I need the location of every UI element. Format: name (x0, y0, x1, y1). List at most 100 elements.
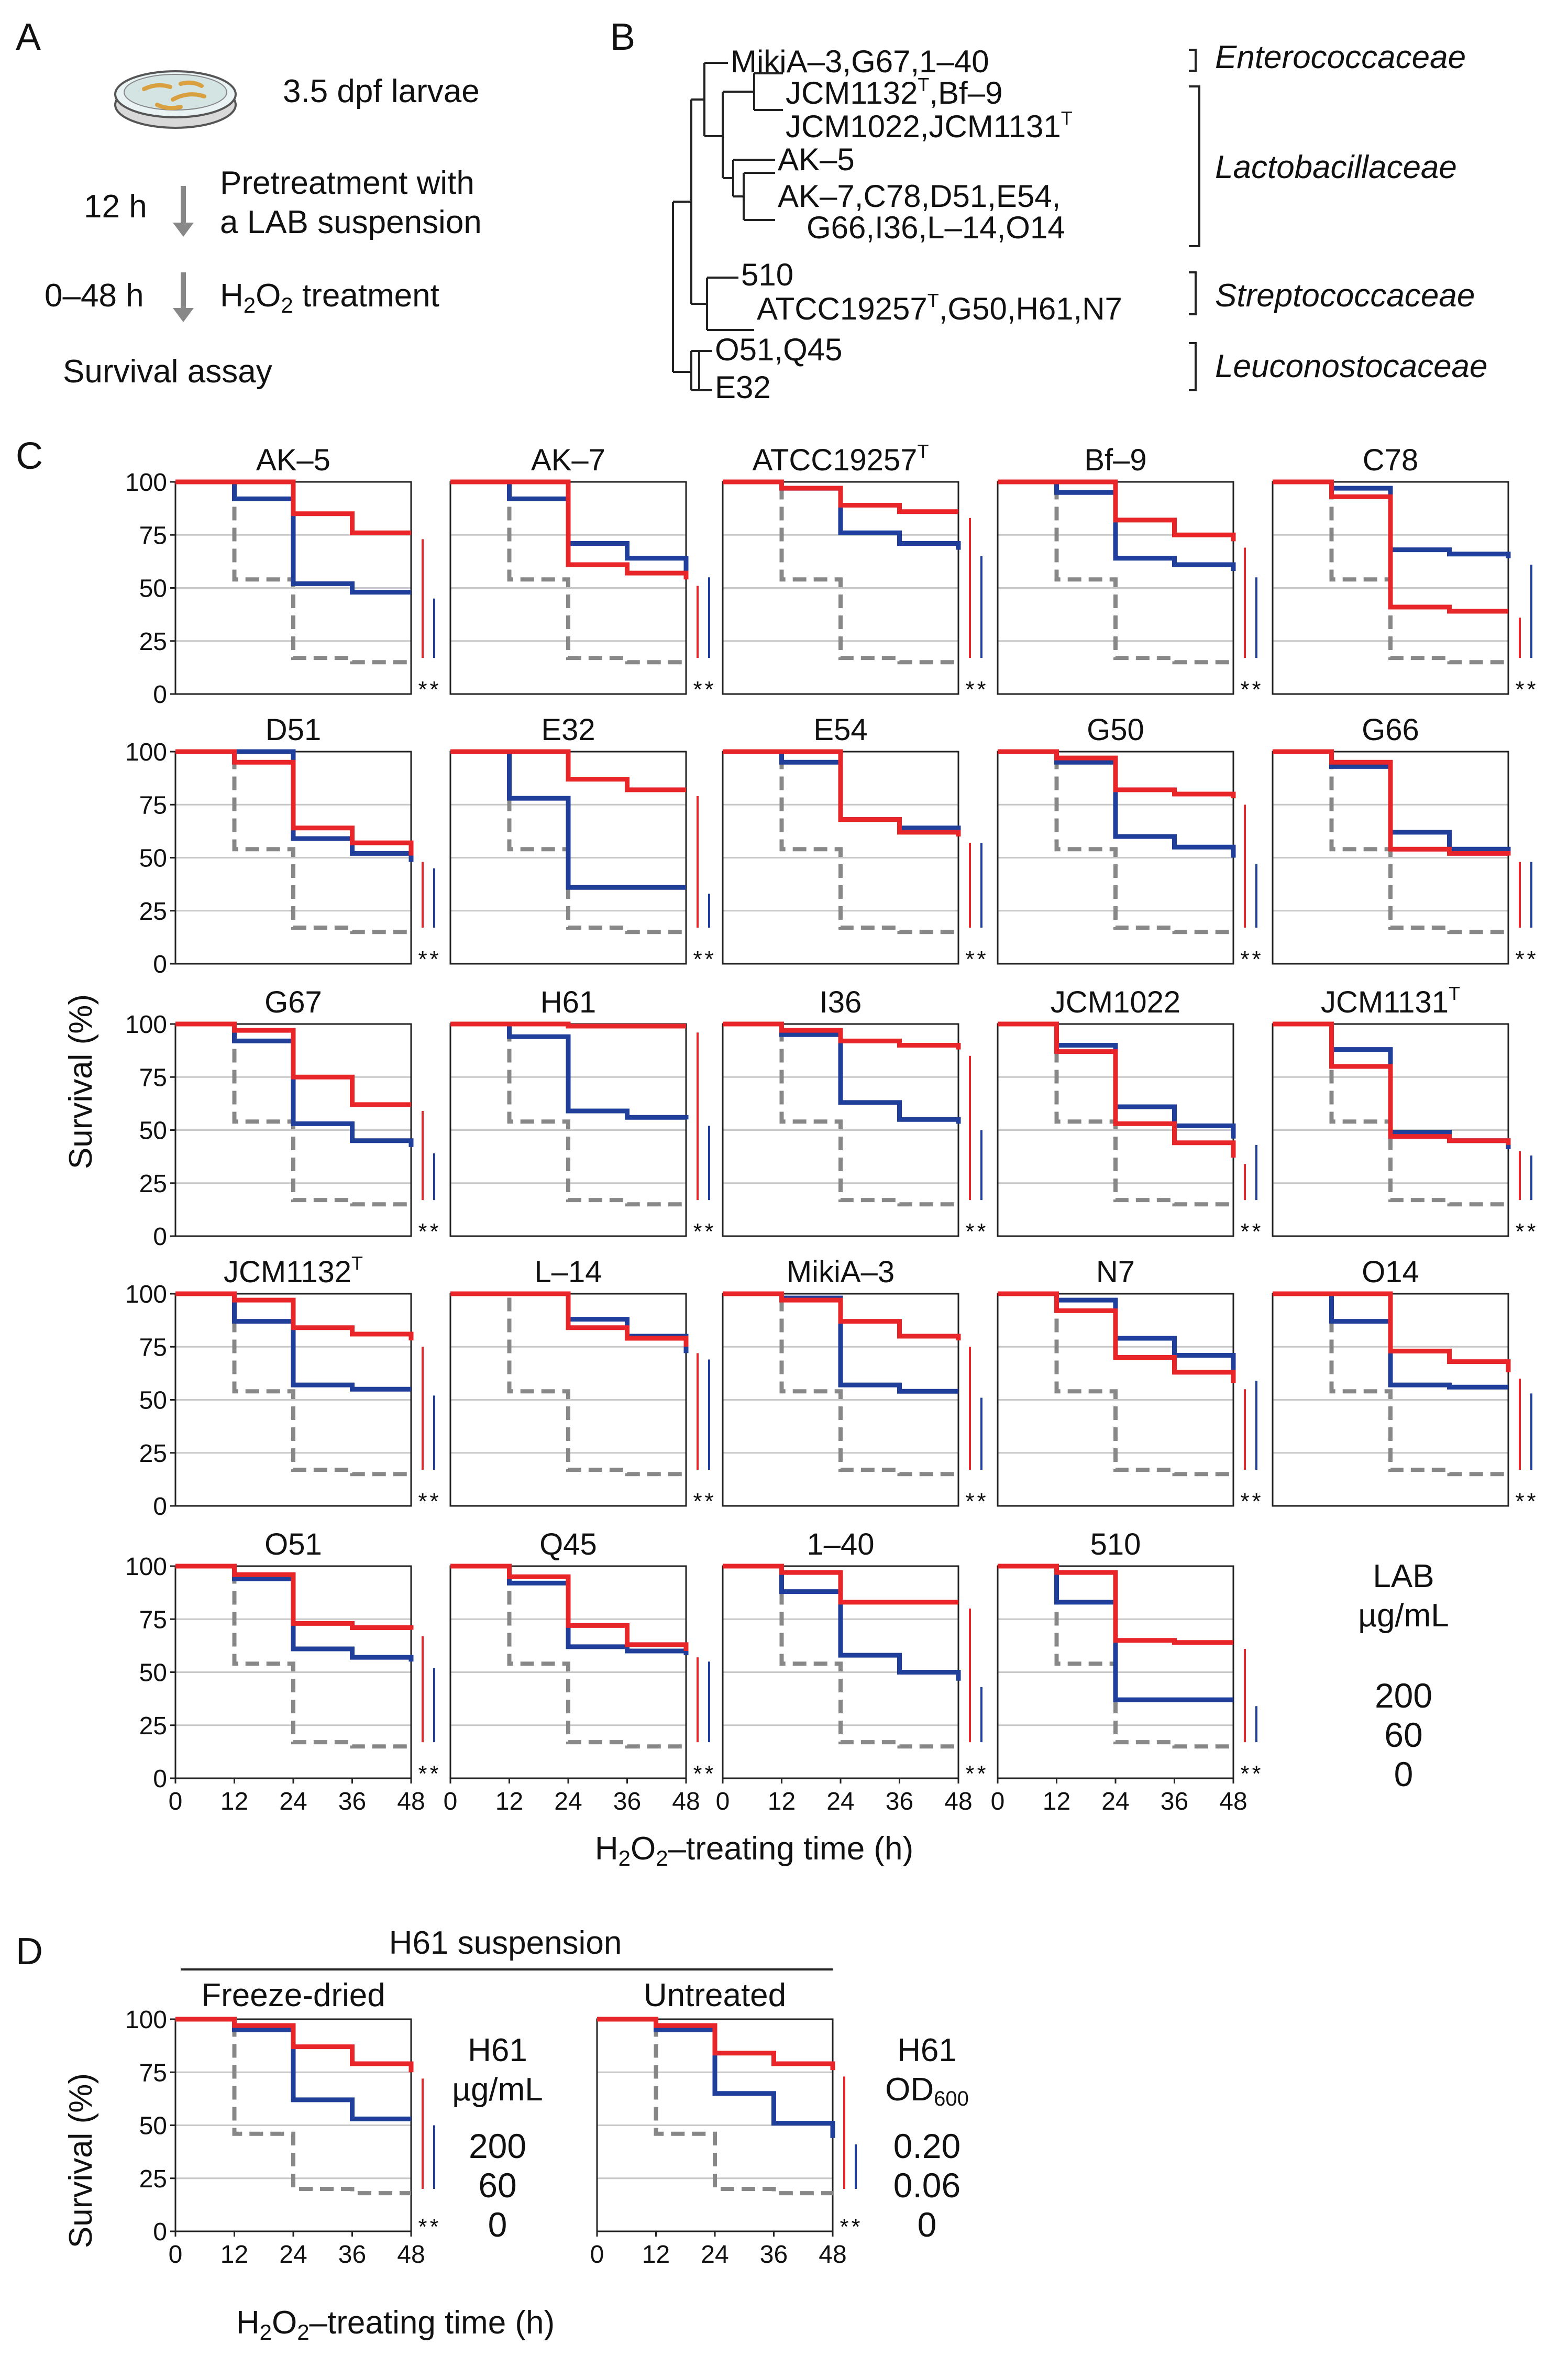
y-tick-label: 100 (125, 1553, 167, 1581)
series-200 (175, 479, 411, 535)
d-x-axis-label: H2O2–treating time (h) (236, 2305, 555, 2344)
series-0 (723, 750, 958, 934)
significance-star: * (429, 2214, 438, 2240)
family-label: Lactobacillaceae (1215, 149, 1457, 185)
x-tick-label: 0 (991, 1788, 1005, 1815)
chart-title-text: AK–7 (531, 443, 605, 477)
series-60 (175, 749, 414, 862)
significance-star: * (1240, 1761, 1249, 1787)
x-tick-label: 24 (279, 2241, 307, 2269)
x-tick-label: 24 (701, 2241, 728, 2269)
legend-title: H61 (897, 2032, 957, 2068)
series-200 (723, 1564, 958, 1605)
significance-star: * (977, 1219, 986, 1245)
y-tick-label: 100 (125, 739, 167, 766)
series-0 (723, 1292, 958, 1477)
plot-frame (997, 1293, 1234, 1507)
x-tick-label: 24 (279, 1788, 307, 1815)
chart-title-text: JCM1022 (1051, 985, 1180, 1019)
chart-title-text: G67 (264, 985, 322, 1019)
significance-star: * (965, 677, 974, 702)
legend-title: OD600 (885, 2072, 969, 2110)
significance-star: * (1240, 1489, 1249, 1514)
series-200 (175, 1291, 414, 1341)
survival-chart: C78 * * (1272, 443, 1536, 702)
significance-star: * (977, 1489, 986, 1514)
chart-title: G66 (1362, 713, 1419, 747)
series-200 (998, 479, 1236, 542)
chart-title: E54 (813, 713, 867, 747)
significance-star: * (977, 677, 986, 702)
x-tick-label: 48 (1219, 1788, 1247, 1815)
x-tick-label: 48 (672, 1788, 700, 1815)
legend-title: LAB (1373, 1558, 1434, 1594)
series-0 (450, 1022, 686, 1207)
chart-title: G67 (264, 985, 322, 1019)
tree-leaf: AK–7,C78,D51,E54, (778, 179, 1061, 214)
series-200 (998, 1291, 1236, 1383)
y-tick-label: 75 (139, 2059, 167, 2087)
legend-freeze-dried: H61 µg/mL 200 60 0 (452, 2032, 543, 2244)
survival-chart: 0 12 24 36 48 1–40 * * (716, 1527, 986, 1815)
panel-c-label: C (16, 435, 43, 477)
series-60 (175, 479, 411, 595)
legend-item-high: 0.20 (893, 2127, 960, 2165)
series-200 (450, 1021, 686, 1029)
series-200 (175, 749, 414, 856)
tree-leaf: JCM1022,JCM1131T (786, 107, 1073, 144)
tree-leaf: G66,I36,L–14,O14 (807, 210, 1065, 245)
survival-chart: O14 * * (1272, 1255, 1536, 1514)
significance-star: * (1240, 677, 1249, 702)
step1-text-line1: Pretreatment with (220, 165, 474, 201)
significance-star: * (1252, 1489, 1261, 1514)
chart-title-text: AK–5 (256, 443, 330, 477)
chart-title-text: MikiA–3 (787, 1255, 895, 1289)
x-tick-label: 36 (613, 1788, 641, 1815)
y-tick-label: 0 (153, 1493, 167, 1521)
chart-title: G50 (1087, 713, 1144, 747)
series-0 (175, 1564, 411, 1749)
legend-item-200: 200 (469, 2127, 526, 2165)
significance-star: * (851, 2214, 860, 2240)
chart-title: ATCC19257T (753, 441, 929, 477)
y-tick-label: 50 (139, 1387, 167, 1415)
series-200 (597, 2017, 835, 2071)
legend-item-200: 200 (1375, 1676, 1432, 1715)
x-tick-label: 36 (760, 2241, 788, 2269)
legend-untreated: H61 OD600 0.20 0.06 0 (885, 2032, 969, 2244)
y-tick-label: 0 (153, 1765, 167, 1793)
panel-d-header: H61 suspension (389, 1925, 622, 1961)
chart-title: 1–40 (807, 1527, 874, 1561)
chart-title-text: E32 (541, 713, 595, 747)
phylogenetic-tree (672, 62, 783, 391)
significance-star: * (1252, 1761, 1261, 1787)
survival-chart: G66 * * (1272, 713, 1536, 972)
legend-item-60: 60 (1384, 1715, 1422, 1754)
y-tick-label: 0 (153, 681, 167, 709)
significance-star: * (977, 946, 986, 972)
significance-star: * (1252, 1219, 1261, 1245)
y-tick-label: 0 (153, 1223, 167, 1251)
significance-star: * (965, 946, 974, 972)
y-tick-label: 75 (139, 791, 167, 819)
chart-title-text: E54 (813, 713, 867, 747)
x-tick-label: 12 (642, 2241, 670, 2269)
panel-d: D H61 suspension Survival (%) H2O2–treat… (16, 1925, 969, 2344)
series-60 (998, 479, 1236, 571)
survival-chart: E54 * * (722, 713, 986, 972)
series-0 (175, 750, 411, 934)
survival-chart: 0 25 50 75 100 AK–5 * * (125, 443, 439, 709)
panel-b-label: B (610, 16, 635, 58)
significance-star: * (418, 2214, 427, 2240)
significance-star: * (1240, 946, 1249, 972)
significance-star: * (693, 677, 702, 702)
series-200 (998, 1021, 1236, 1158)
significance-star: * (704, 677, 713, 702)
tree-leaf: O51,Q45 (715, 332, 843, 367)
x-tick-label: 36 (338, 2241, 366, 2269)
chart-title: JCM1022 (1051, 985, 1180, 1019)
chart-title: 510 (1090, 1527, 1141, 1561)
y-tick-label: 25 (139, 898, 167, 926)
chart-title-text: 510 (1090, 1527, 1141, 1561)
significance-star: * (1527, 677, 1536, 702)
